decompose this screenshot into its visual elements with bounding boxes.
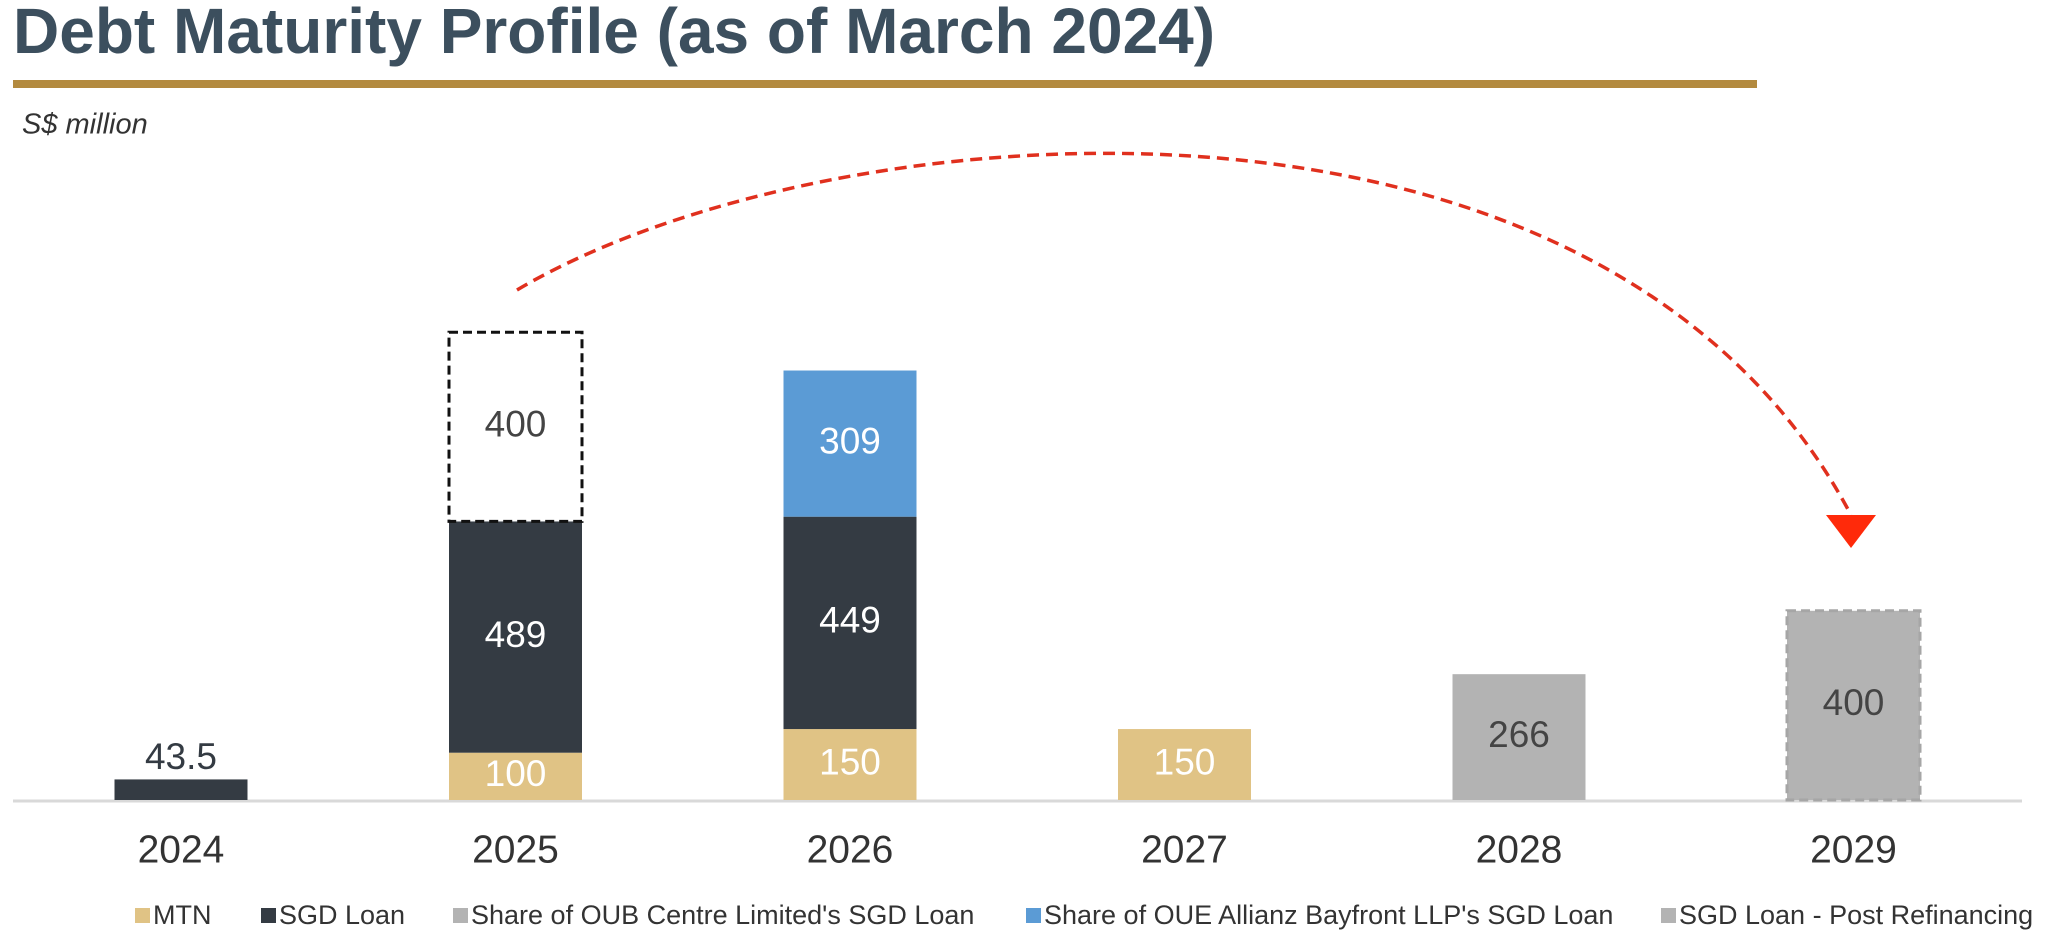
x-tick-label: 2029: [1810, 828, 1897, 871]
data-label: 489: [485, 614, 547, 655]
legend-label: SGD Loan - Post Refinancing: [1679, 900, 2033, 930]
legend-label: SGD Loan: [279, 900, 405, 930]
x-tick-label: 2024: [138, 828, 225, 871]
data-label: 43.5: [145, 736, 217, 777]
data-label: 309: [819, 420, 881, 461]
data-label: 150: [819, 741, 881, 782]
legend-swatch: [261, 908, 276, 923]
data-label: 100: [485, 753, 547, 794]
data-label: 449: [819, 600, 881, 641]
x-tick-label: 2027: [1141, 828, 1228, 871]
bar-segment: [783, 516, 917, 730]
bar-segment: [449, 752, 582, 800]
bar-segment: [783, 729, 917, 800]
bar-segment: [1785, 609, 1922, 802]
bar-segment: [1452, 674, 1586, 800]
x-tick-label: 2026: [807, 828, 894, 871]
bar-segment: [114, 779, 248, 800]
data-label: 266: [1488, 714, 1550, 755]
chart-title: Debt Maturity Profile (as of March 2024): [13, 0, 1215, 67]
refinancing-arrow: [516, 151, 1853, 516]
data-label: 400: [485, 404, 547, 445]
bar-segment: [783, 370, 917, 517]
bar-segment: [447, 330, 584, 523]
legend-swatch: [135, 908, 150, 923]
data-label: 400: [1823, 682, 1885, 723]
title-rule: [13, 80, 1757, 88]
bar-segment: [1118, 729, 1251, 800]
legend-swatch: [1026, 908, 1041, 923]
legend-swatch: [453, 908, 468, 923]
x-tick-label: 2025: [472, 828, 559, 871]
x-tick-label: 2028: [1476, 828, 1563, 871]
bar-segment: [449, 521, 582, 753]
legend-label: Share of OUB Centre Limited's SGD Loan: [471, 900, 974, 930]
legend-label: MTN: [153, 900, 211, 930]
arrow-head: [1826, 515, 1876, 548]
legend-swatch: [1661, 908, 1676, 923]
data-label: 150: [1154, 741, 1216, 782]
unit-label: S$ million: [22, 109, 148, 141]
legend-label: Share of OUE Allianz Bayfront LLP's SGD …: [1044, 900, 1613, 930]
